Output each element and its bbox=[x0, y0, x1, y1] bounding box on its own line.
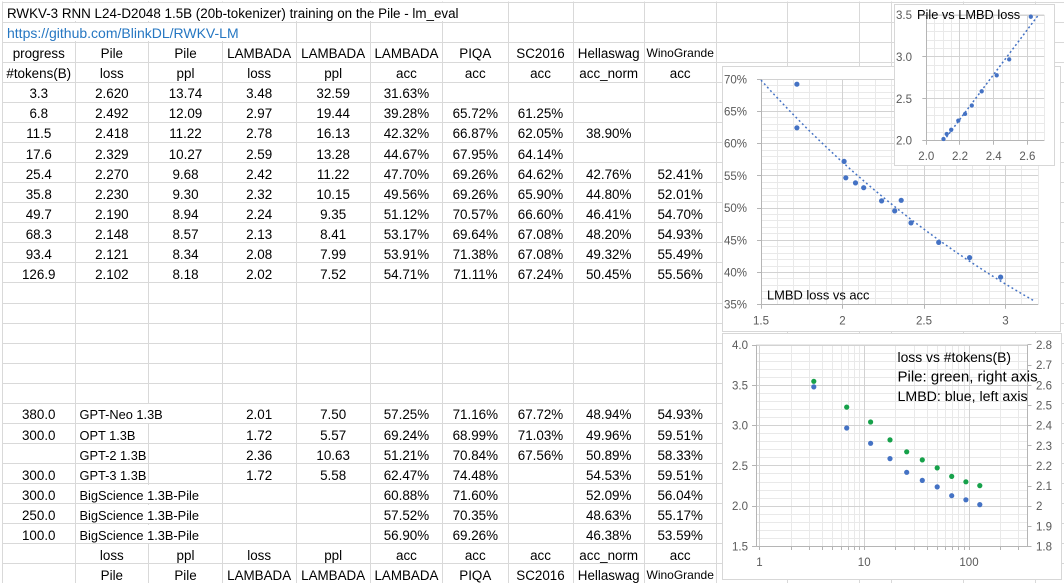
svg-text:LMBD: blue, left axis: LMBD: blue, left axis bbox=[898, 389, 1028, 405]
svg-text:2.7: 2.7 bbox=[1036, 360, 1052, 372]
svg-text:35%: 35% bbox=[724, 300, 747, 312]
svg-text:2.4: 2.4 bbox=[1036, 421, 1053, 433]
svg-text:Pile: green, right axis: Pile: green, right axis bbox=[898, 369, 1038, 386]
svg-text:1.8: 1.8 bbox=[1036, 542, 1052, 554]
svg-text:2: 2 bbox=[839, 316, 845, 328]
svg-text:100: 100 bbox=[959, 557, 978, 569]
svg-text:1.5: 1.5 bbox=[732, 542, 748, 554]
svg-text:2.8: 2.8 bbox=[1036, 340, 1052, 352]
svg-text:2.5: 2.5 bbox=[896, 94, 912, 106]
svg-text:40%: 40% bbox=[724, 268, 747, 280]
svg-text:2.5: 2.5 bbox=[732, 461, 748, 473]
svg-text:2.0: 2.0 bbox=[732, 501, 748, 513]
svg-text:3: 3 bbox=[1002, 316, 1008, 328]
svg-text:loss vs #tokens(B): loss vs #tokens(B) bbox=[898, 349, 1011, 365]
svg-text:60%: 60% bbox=[724, 139, 747, 151]
svg-text:45%: 45% bbox=[724, 235, 747, 247]
svg-text:3.5: 3.5 bbox=[896, 10, 912, 22]
svg-text:2.4: 2.4 bbox=[986, 151, 1003, 163]
svg-text:2.0: 2.0 bbox=[918, 151, 934, 163]
svg-text:2.1: 2.1 bbox=[1036, 481, 1052, 493]
svg-text:70%: 70% bbox=[724, 74, 747, 86]
svg-text:2.2: 2.2 bbox=[952, 151, 968, 163]
svg-text:4.0: 4.0 bbox=[732, 340, 748, 352]
svg-text:50%: 50% bbox=[724, 203, 747, 215]
svg-text:2.6: 2.6 bbox=[1036, 380, 1052, 392]
svg-text:2.5: 2.5 bbox=[1036, 400, 1052, 412]
svg-text:2: 2 bbox=[1036, 501, 1042, 513]
svg-text:65%: 65% bbox=[724, 107, 747, 119]
svg-text:1.9: 1.9 bbox=[1036, 521, 1052, 533]
svg-text:2.5: 2.5 bbox=[916, 316, 932, 328]
svg-text:Pile vs LMBD loss: Pile vs LMBD loss bbox=[917, 7, 1020, 22]
svg-text:2.0: 2.0 bbox=[896, 136, 912, 148]
svg-text:10: 10 bbox=[858, 557, 871, 569]
svg-text:LMBD loss vs acc: LMBD loss vs acc bbox=[767, 288, 870, 303]
svg-text:3.0: 3.0 bbox=[732, 421, 748, 433]
svg-text:1: 1 bbox=[756, 557, 762, 569]
svg-text:2.3: 2.3 bbox=[1036, 441, 1052, 453]
svg-text:2.2: 2.2 bbox=[1036, 461, 1052, 473]
svg-text:2.6: 2.6 bbox=[1019, 151, 1035, 163]
svg-text:55%: 55% bbox=[724, 171, 747, 183]
svg-text:1.5: 1.5 bbox=[753, 316, 769, 328]
svg-text:3.5: 3.5 bbox=[732, 380, 748, 392]
svg-text:3.0: 3.0 bbox=[896, 52, 912, 64]
